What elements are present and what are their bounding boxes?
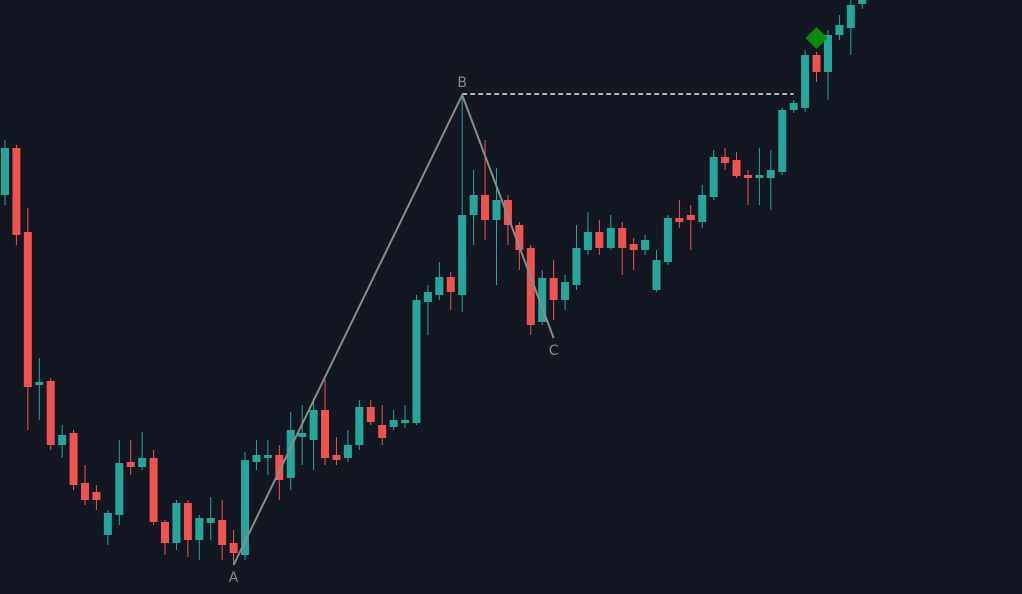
candle-body: [263, 455, 272, 458]
candle-body: [103, 513, 112, 535]
candle-body: [846, 5, 855, 28]
candle-body: [515, 225, 524, 250]
candle-body: [469, 195, 478, 215]
zigzag-label: C: [549, 343, 559, 359]
candle-body: [698, 195, 707, 222]
candle-body: [206, 518, 215, 523]
candle-body: [618, 228, 627, 248]
candle-body: [423, 292, 432, 302]
candle-body: [69, 433, 78, 485]
candle-body: [435, 277, 444, 295]
candle-body: [801, 55, 810, 108]
candle-body: [389, 420, 398, 427]
candle-body: [572, 248, 581, 285]
candle-body: [46, 381, 55, 445]
zigzag-label: B: [457, 75, 467, 91]
candle-body: [149, 458, 158, 522]
candle-body: [275, 455, 284, 480]
candle-body: [732, 160, 741, 176]
candle-body: [35, 382, 44, 385]
candle-body: [23, 232, 32, 387]
candle-body: [115, 463, 124, 515]
candle-body: [686, 215, 695, 220]
candle-body: [652, 260, 661, 290]
candle-body: [195, 518, 204, 540]
candle-body: [561, 282, 570, 300]
candle-body: [12, 148, 21, 235]
candle-body: [526, 248, 535, 325]
candle-body: [503, 200, 512, 225]
candle-body: [675, 218, 684, 222]
candle-body: [366, 407, 375, 422]
candle-body: [343, 445, 352, 458]
candle-body: [458, 215, 467, 295]
candle-body: [789, 103, 798, 110]
candle-body: [241, 460, 250, 555]
candle-body: [321, 410, 330, 458]
candle-body: [663, 218, 672, 262]
candle-body: [58, 435, 67, 445]
candle-body: [81, 483, 90, 500]
candle-body: [412, 300, 421, 423]
candle-body: [298, 433, 307, 437]
candle-body: [595, 232, 604, 248]
candle-body: [481, 195, 490, 220]
candle-body: [835, 25, 844, 35]
zigzag-line: [232, 92, 555, 566]
candle-body: [183, 503, 192, 540]
signal-diamond: [805, 27, 828, 49]
candle-body: [229, 543, 238, 553]
candle-body: [332, 455, 341, 460]
candle-body: [309, 410, 318, 440]
candle-body: [446, 277, 455, 292]
candle-body: [778, 110, 787, 172]
candle-body: [743, 175, 752, 178]
candle-body: [401, 420, 410, 423]
candle-body: [286, 430, 295, 478]
candle-body: [492, 200, 501, 220]
candle-body: [606, 228, 615, 248]
candle-body: [721, 157, 730, 163]
candle-body: [138, 458, 147, 467]
candle-body: [92, 492, 101, 500]
candle-body: [766, 170, 775, 178]
candle-body: [583, 232, 592, 250]
zigzag-label: A: [229, 570, 239, 586]
candle-body: [378, 425, 387, 438]
candle-body: [709, 157, 718, 197]
candle-body: [858, 0, 867, 4]
candle-body: [629, 244, 638, 250]
candle-body: [823, 35, 832, 72]
candle-body: [755, 175, 764, 178]
candle-body: [538, 278, 547, 322]
candle-body: [126, 462, 135, 467]
candle-body: [641, 240, 650, 250]
candle-body: [1, 148, 9, 195]
candle-body: [812, 55, 821, 72]
candle-body: [172, 503, 181, 543]
candle-body: [252, 455, 261, 462]
candle-body: [161, 522, 170, 543]
candle-body: [549, 278, 558, 300]
candle-body: [355, 407, 364, 445]
candle-body: [218, 520, 227, 545]
